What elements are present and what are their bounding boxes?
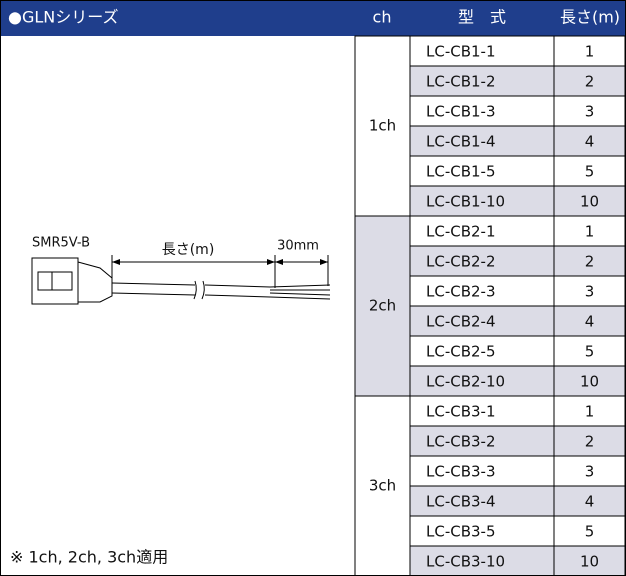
note: ※ 1ch, 2ch, 3ch適用	[10, 548, 168, 567]
model: LC-CB3-1	[426, 403, 496, 421]
length-cell	[553, 335, 626, 367]
ch-cell	[354, 395, 411, 576]
length: 4	[585, 493, 595, 511]
length: 1	[585, 403, 595, 421]
length: 3	[585, 103, 595, 121]
ch-label: 1ch	[369, 117, 396, 135]
model: LC-CB2-4	[426, 313, 496, 331]
length: 5	[585, 163, 595, 181]
header-bar	[0, 0, 626, 36]
length: 5	[585, 343, 595, 361]
ch-header: ch	[373, 8, 392, 27]
model-cell	[409, 425, 555, 457]
length: 10	[580, 373, 599, 391]
length-cell	[553, 545, 626, 576]
length: 10	[580, 193, 599, 211]
tail-label: 30mm	[277, 239, 319, 254]
model-cell	[409, 65, 555, 97]
model-cell	[409, 155, 555, 187]
length: 1	[585, 223, 595, 241]
length: 3	[585, 463, 595, 481]
length: 3	[585, 283, 595, 301]
length-cell	[553, 245, 626, 277]
model-cell	[409, 95, 555, 127]
dim-ext	[111, 255, 329, 288]
model: LC-CB2-2	[426, 253, 496, 271]
ch-cell	[354, 215, 411, 397]
cable	[111, 282, 271, 298]
model-cell	[409, 545, 555, 576]
model: LC-CB2-10	[426, 373, 505, 391]
model: LC-CB3-3	[426, 463, 496, 481]
model: LC-CB1-2	[426, 73, 496, 91]
ch-label: 2ch	[369, 297, 396, 315]
connector-boot	[77, 261, 113, 303]
model: LC-CB3-2	[426, 433, 496, 451]
ch-label: 3ch	[369, 477, 396, 495]
length: 10	[580, 553, 599, 571]
cable-break	[193, 280, 205, 300]
length: 5	[585, 523, 595, 541]
length-cell	[553, 185, 626, 217]
model: LC-CB3-5	[426, 523, 496, 541]
connector-label: SMR5V-B	[32, 236, 90, 251]
connector-window	[37, 271, 73, 291]
model-cell	[409, 335, 555, 367]
length-cell	[553, 65, 626, 97]
length-cell	[553, 395, 626, 427]
length-label: 長さ(m)	[162, 242, 215, 258]
length: 1	[585, 43, 595, 61]
length: 2	[585, 73, 595, 91]
model-header: 型 式	[458, 8, 506, 27]
length: 4	[585, 313, 595, 331]
length-cell	[553, 425, 626, 457]
model: LC-CB1-4	[426, 133, 496, 151]
length: 2	[585, 433, 595, 451]
model-cell	[409, 305, 555, 337]
series-title: ●GLNシリーズ	[8, 8, 118, 27]
wires	[269, 284, 331, 300]
model: LC-CB2-5	[426, 343, 496, 361]
model-cell	[409, 245, 555, 277]
model: LC-CB1-10	[426, 193, 505, 211]
length: 2	[585, 253, 595, 271]
length-header: 長さ(m)	[560, 8, 620, 27]
model-cell	[409, 185, 555, 217]
model: LC-CB3-10	[426, 553, 505, 571]
model: LC-CB1-5	[426, 163, 496, 181]
model-cell	[409, 485, 555, 517]
model: LC-CB2-1	[426, 223, 496, 241]
length-cell	[553, 365, 626, 397]
model-cell	[409, 125, 555, 157]
model-cell	[409, 395, 555, 427]
model: LC-CB1-3	[426, 103, 496, 121]
cable-diagram: SMR5V-B 長さ(m) 30mm	[31, 236, 331, 305]
length-cell	[553, 95, 626, 127]
connector-body	[31, 257, 79, 305]
length-cell	[553, 155, 626, 187]
model: LC-CB2-3	[426, 283, 496, 301]
length: 4	[585, 133, 595, 151]
model: LC-CB1-1	[426, 43, 496, 61]
model: LC-CB3-4	[426, 493, 496, 511]
